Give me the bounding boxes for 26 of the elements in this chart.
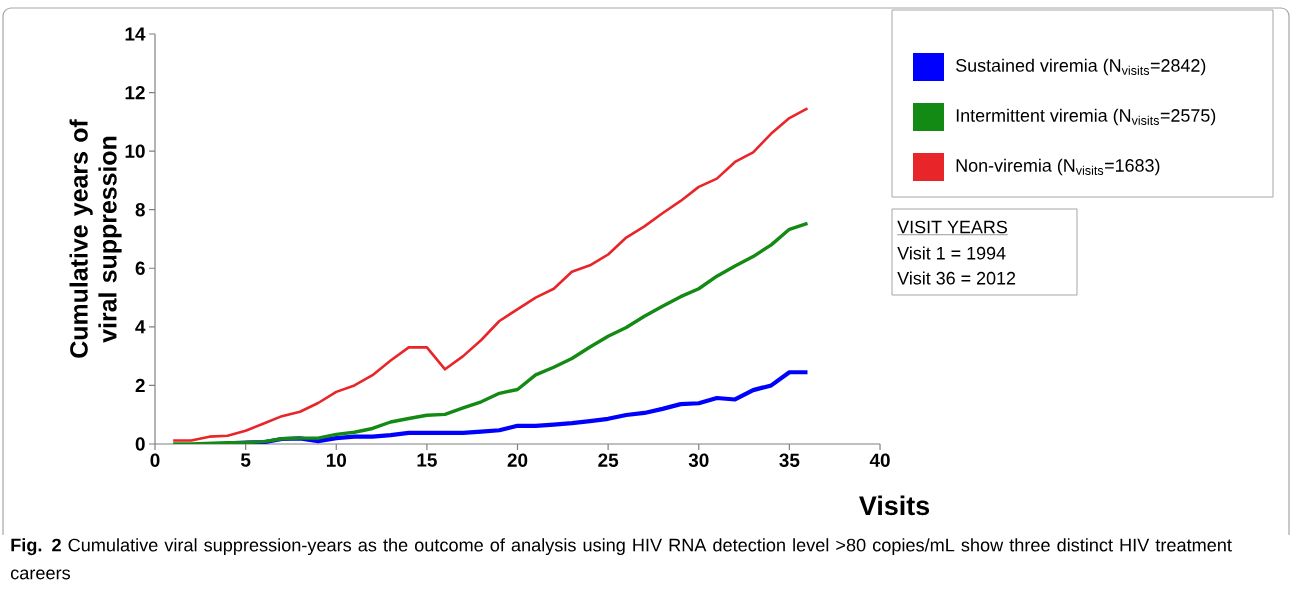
legend-label: Intermittent viremia (N$_{visits}$=2575) xyxy=(956,108,1216,126)
y-tick-label: 10 xyxy=(125,144,145,158)
x-tick-label: 35 xyxy=(779,453,800,467)
text: Visit 36 = 2012 xyxy=(897,271,1016,285)
x-axis-title: Visits xyxy=(859,495,930,516)
y-tick-label: 4 xyxy=(135,320,146,334)
y-axis-title: Cumulative years of viral suppression xyxy=(69,119,122,358)
x-tick-label: 40 xyxy=(869,453,890,467)
legend-label: Sustained viremia (N$_{visits}$=2842) xyxy=(956,58,1206,76)
y-tick-label: 0 xyxy=(135,437,145,451)
x-tick-label: 10 xyxy=(326,453,347,467)
text: Fig. 2 Cumulative viral suppression-years as the outcome of analysis using HIV RNA detection level >80 copies/mL show three distinct HIV treatment careers xyxy=(10,538,1232,580)
x-tick-label: 5 xyxy=(240,453,251,467)
y-tick-label: 2 xyxy=(135,378,145,393)
y-tick-label: 6 xyxy=(135,261,145,275)
y-tick-label: 8 xyxy=(135,203,145,217)
x-tick-label: 20 xyxy=(507,453,528,467)
x-tick-label: 25 xyxy=(598,453,619,467)
y-tick-label: 14 xyxy=(125,27,146,41)
text: Visit 1 = 1994 xyxy=(897,246,1006,260)
x-tick-label: 15 xyxy=(417,453,437,467)
x-tick-label: 0 xyxy=(150,453,160,467)
text: VISIT YEARS xyxy=(897,220,1007,234)
legend-label: Non-viremia (N$_{visits}$=1683) xyxy=(956,158,1160,176)
x-tick-label: 30 xyxy=(688,453,709,467)
y-tick-label: 12 xyxy=(125,85,145,100)
